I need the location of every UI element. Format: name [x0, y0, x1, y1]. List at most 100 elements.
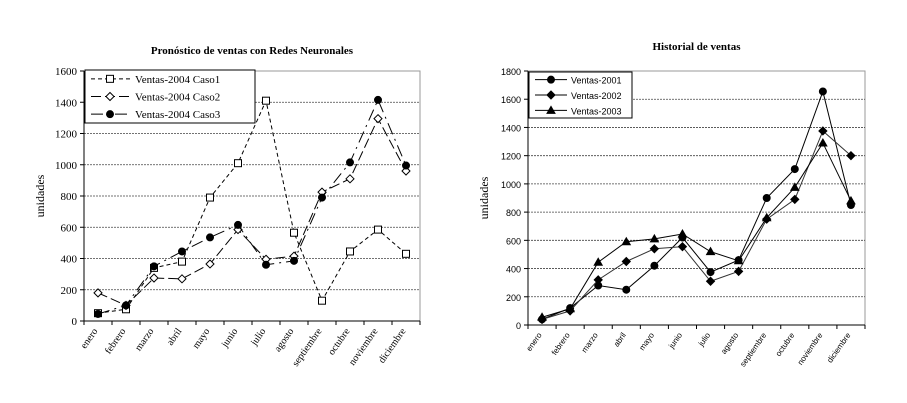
- x-tick-label: enero: [79, 326, 101, 351]
- y-tick-label: 400: [61, 254, 78, 266]
- legend: Ventas-2001 Ventas-2002 Ventas-2003: [528, 71, 633, 119]
- data-point: [733, 255, 744, 265]
- y-tick-label: 600: [506, 236, 521, 246]
- data-point: [790, 165, 799, 174]
- data-point: [150, 262, 158, 271]
- y-axis-label: unidades: [477, 176, 491, 219]
- data-point: [622, 285, 631, 294]
- data-point: [94, 309, 102, 318]
- chart-title: Historial de ventas: [653, 41, 742, 53]
- data-point: [290, 256, 298, 265]
- chart-2: Historial de ventas 0 200 400 600 800 1000 1200…: [477, 41, 866, 369]
- data-point: [649, 233, 660, 243]
- x-tick-label: marzo: [580, 331, 600, 355]
- data-point: [593, 257, 604, 266]
- series-line: [97, 117, 407, 306]
- legend-label: Ventas-2002: [571, 91, 622, 101]
- data-point: [205, 259, 215, 269]
- legend: Ventas-2004 Caso1 Ventas-2004 Caso2 Ventas…: [84, 69, 256, 124]
- data-point: [649, 244, 660, 254]
- series-line: [541, 141, 852, 318]
- data-point: [373, 113, 383, 124]
- legend-label: Ventas-2003: [571, 106, 622, 116]
- x-tick-label: octubre: [326, 326, 353, 357]
- chart-title: Pronóstico de ventas con Redes Neuronale…: [151, 45, 354, 57]
- data-point: [402, 161, 410, 170]
- y-tick-label: 0: [516, 321, 521, 331]
- data-point: [818, 137, 828, 147]
- data-point: [345, 174, 355, 184]
- y-tick-label: 800: [506, 208, 521, 218]
- data-point: [234, 159, 242, 168]
- legend-marker: [106, 110, 114, 119]
- y-tick-label: 1800: [501, 67, 521, 77]
- data-point: [318, 296, 326, 305]
- x-tick-label: marzo: [133, 326, 156, 353]
- x-tick-label: junio: [666, 331, 684, 351]
- y-tick-label: 200: [61, 285, 78, 297]
- data-point: [318, 193, 326, 202]
- data-point: [733, 266, 744, 277]
- y-tick-label: 1200: [501, 152, 521, 162]
- series-ventas-2002: [537, 126, 856, 325]
- data-point: [401, 166, 411, 176]
- legend-marker: [106, 74, 114, 83]
- y-tick-label: 1000: [55, 160, 78, 172]
- data-point: [621, 256, 631, 267]
- y-tick-label: 600: [61, 222, 78, 234]
- data-point: [346, 247, 354, 256]
- data-point: [706, 268, 715, 277]
- data-point: [402, 249, 410, 258]
- x-tick-label: octubre: [774, 331, 797, 358]
- y-tick-label: 1600: [55, 66, 78, 78]
- data-point: [122, 301, 130, 310]
- data-point: [650, 261, 659, 270]
- series-line: [541, 89, 852, 320]
- data-point: [705, 276, 716, 286]
- series-ventas-2004-caso3: [94, 95, 410, 318]
- y-tick-label: 1000: [501, 180, 521, 190]
- data-point: [346, 158, 354, 167]
- x-tick-label: diciembre: [377, 326, 409, 366]
- data-point: [234, 220, 242, 229]
- data-point: [565, 303, 575, 313]
- legend-label: Ventas-2004 Caso2: [135, 92, 220, 104]
- y-tick-label: 800: [61, 191, 78, 203]
- legend-marker: [546, 90, 556, 100]
- legend-label: Ventas-2004 Caso3: [135, 109, 221, 121]
- series-line: [97, 99, 407, 314]
- data-point: [846, 195, 856, 205]
- x-tick-label: septiembre: [738, 331, 768, 369]
- data-point: [178, 247, 186, 256]
- y-tick-label: 200: [506, 293, 521, 303]
- x-tick-label: junio: [219, 326, 240, 350]
- legend-marker: [547, 75, 555, 84]
- data-point: [705, 246, 716, 256]
- data-point: [621, 236, 632, 246]
- series-ventas-2003: [537, 137, 856, 321]
- data-point: [789, 182, 800, 191]
- x-tick-label: mayo: [191, 326, 213, 351]
- legend-marker: [105, 91, 115, 102]
- y-tick-label: 1400: [55, 97, 78, 109]
- data-point: [206, 193, 214, 202]
- data-point: [677, 228, 688, 238]
- y-tick-label: 1600: [501, 95, 521, 105]
- data-point: [537, 312, 547, 321]
- legend-label: Ventas-2001: [571, 76, 622, 86]
- series-line: [97, 98, 407, 315]
- x-tick-label: agosto: [719, 331, 740, 356]
- y-tick-label: 0: [72, 316, 78, 328]
- x-tick-label: enero: [525, 331, 544, 353]
- x-tick-label: febrero: [550, 331, 572, 357]
- y-tick-label: 1200: [55, 129, 78, 141]
- x-tick-label: febrero: [103, 326, 129, 356]
- data-point: [262, 96, 270, 105]
- x-tick-label: diciembre: [825, 331, 853, 365]
- series-ventas-2004-caso2: [93, 113, 411, 311]
- x-tick-label: noviembre: [796, 331, 825, 367]
- data-point: [761, 212, 772, 222]
- data-point: [762, 194, 771, 202]
- x-tick-label: mayo: [637, 331, 656, 353]
